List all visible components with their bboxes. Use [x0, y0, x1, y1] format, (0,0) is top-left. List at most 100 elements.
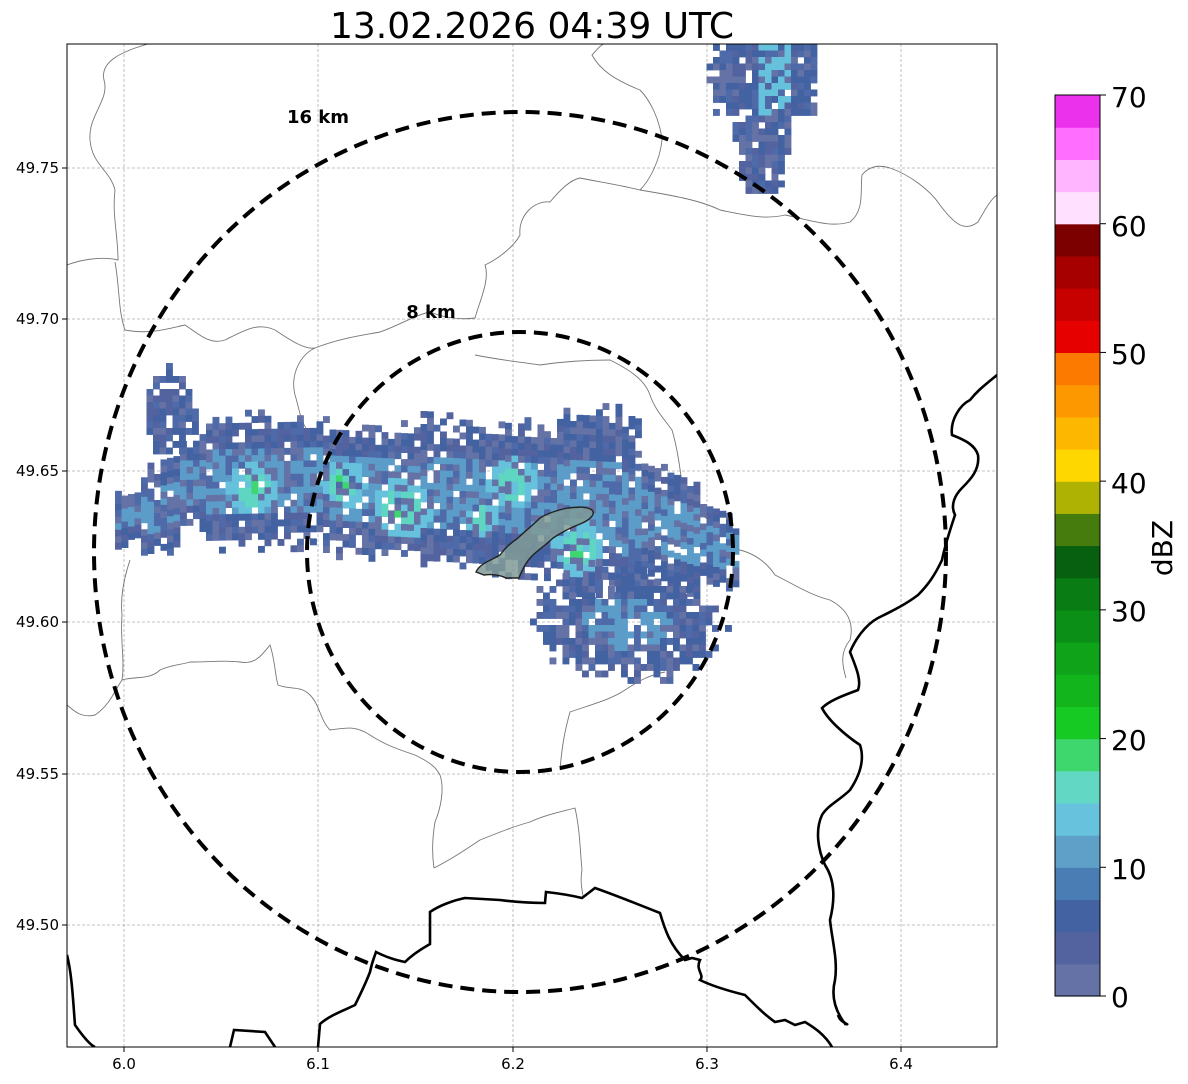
reflectivity-pixel [141, 509, 148, 517]
reflectivity-pixel [804, 109, 811, 116]
reflectivity-pixel [446, 503, 454, 511]
reflectivity-pixel [159, 428, 167, 435]
reflectivity-pixel [401, 478, 408, 486]
reflectivity-pixel [219, 462, 226, 470]
reflectivity-pixel [193, 492, 200, 500]
reflectivity-pixel [179, 421, 186, 429]
reflectivity-pixel [588, 560, 596, 567]
reflectivity-pixel [654, 552, 662, 560]
reflectivity-pixel [518, 468, 525, 476]
reflectivity-pixel [778, 44, 785, 51]
reflectivity-pixel [180, 499, 187, 507]
reflectivity-pixel [115, 536, 122, 544]
reflectivity-pixel [784, 83, 792, 90]
reflectivity-pixel [284, 460, 291, 468]
reflectivity-pixel [310, 479, 317, 487]
reflectivity-pixel [147, 488, 155, 496]
reflectivity-pixel [238, 474, 246, 482]
reflectivity-pixel [336, 475, 343, 483]
reflectivity-pixel [797, 76, 805, 84]
reflectivity-pixel [115, 542, 122, 550]
reflectivity-pixel [492, 486, 499, 493]
reflectivity-pixel [219, 514, 226, 522]
reflectivity-pixel [712, 625, 719, 632]
reflectivity-pixel [582, 638, 589, 645]
reflectivity-pixel [479, 485, 486, 493]
reflectivity-pixel [570, 434, 577, 441]
reflectivity-pixel [153, 402, 160, 409]
reflectivity-pixel [758, 167, 766, 175]
reflectivity-pixel [648, 524, 655, 532]
reflectivity-pixel [316, 486, 324, 494]
reflectivity-pixel [531, 554, 538, 561]
reflectivity-pixel [660, 586, 667, 593]
reflectivity-pixel [524, 423, 532, 431]
reflectivity-pixel [575, 625, 583, 632]
reflectivity-pixel [570, 577, 577, 584]
reflectivity-pixel [745, 83, 753, 90]
reflectivity-pixel [537, 502, 545, 510]
reflectivity-pixel [368, 548, 376, 556]
reflectivity-pixel [666, 670, 674, 678]
reflectivity-pixel [609, 422, 616, 430]
reflectivity-pixel [706, 63, 714, 71]
reflectivity-pixel [713, 515, 720, 522]
reflectivity-pixel [284, 467, 291, 475]
reflectivity-pixel [589, 519, 597, 527]
reflectivity-pixel [485, 492, 493, 500]
reflectivity-pixel [154, 526, 161, 533]
reflectivity-pixel [713, 554, 720, 561]
reflectivity-pixel [700, 510, 707, 518]
reflectivity-pixel [349, 456, 356, 464]
reflectivity-pixel [316, 499, 324, 507]
reflectivity-pixel [329, 514, 337, 521]
reflectivity-pixel [588, 579, 596, 587]
reflectivity-pixel [583, 428, 590, 435]
reflectivity-pixel [336, 449, 343, 457]
reflectivity-pixel [219, 546, 226, 554]
reflectivity-pixel [654, 487, 662, 495]
reflectivity-pixel [596, 552, 603, 560]
reflectivity-pixel [602, 429, 610, 436]
reflectivity-pixel [245, 455, 252, 463]
reflectivity-pixel [563, 557, 571, 565]
reflectivity-pixel [544, 489, 551, 497]
reflectivity-pixel [667, 479, 675, 486]
reflectivity-pixel [159, 402, 167, 409]
border-line [67, 954, 96, 1047]
highlighted-area-polygon[interactable] [475, 506, 594, 579]
reflectivity-pixel [219, 423, 226, 431]
reflectivity-pixel [732, 128, 740, 136]
reflectivity-pixel [251, 520, 259, 527]
colorbar-frame [1054, 94, 1101, 997]
reflectivity-pixel [570, 544, 577, 552]
reflectivity-pixel [583, 447, 590, 455]
reflectivity-pixel [680, 555, 688, 563]
reflectivity-pixel [505, 474, 512, 482]
reflectivity-pixel [615, 533, 623, 541]
reflectivity-pixel [732, 109, 740, 116]
reflectivity-pixel [505, 494, 512, 502]
reflectivity-pixel [128, 513, 135, 521]
reflectivity-pixel [284, 532, 291, 540]
colorbar-segment [1055, 835, 1100, 868]
reflectivity-pixel [433, 457, 441, 465]
reflectivity-pixel [557, 438, 564, 446]
reflectivity-pixel [362, 535, 369, 542]
reflectivity-pixel [640, 586, 648, 593]
reflectivity-pixel [199, 518, 207, 526]
reflectivity-pixel [433, 489, 441, 497]
reflectivity-pixel [381, 445, 389, 452]
reflectivity-pixel [420, 489, 428, 496]
reflectivity-pixel [537, 437, 545, 445]
reflectivity-pixel [245, 533, 252, 541]
reflectivity-pixel [264, 461, 272, 469]
colorbar-tick-label: 60 [1111, 210, 1147, 243]
reflectivity-pixel [537, 450, 545, 458]
reflectivity-pixel [316, 453, 324, 461]
reflectivity-pixel [544, 463, 551, 471]
reflectivity-pixel [446, 535, 454, 543]
reflectivity-pixel [622, 504, 629, 512]
reflectivity-pixel [297, 454, 304, 462]
reflectivity-pixel [687, 577, 694, 584]
